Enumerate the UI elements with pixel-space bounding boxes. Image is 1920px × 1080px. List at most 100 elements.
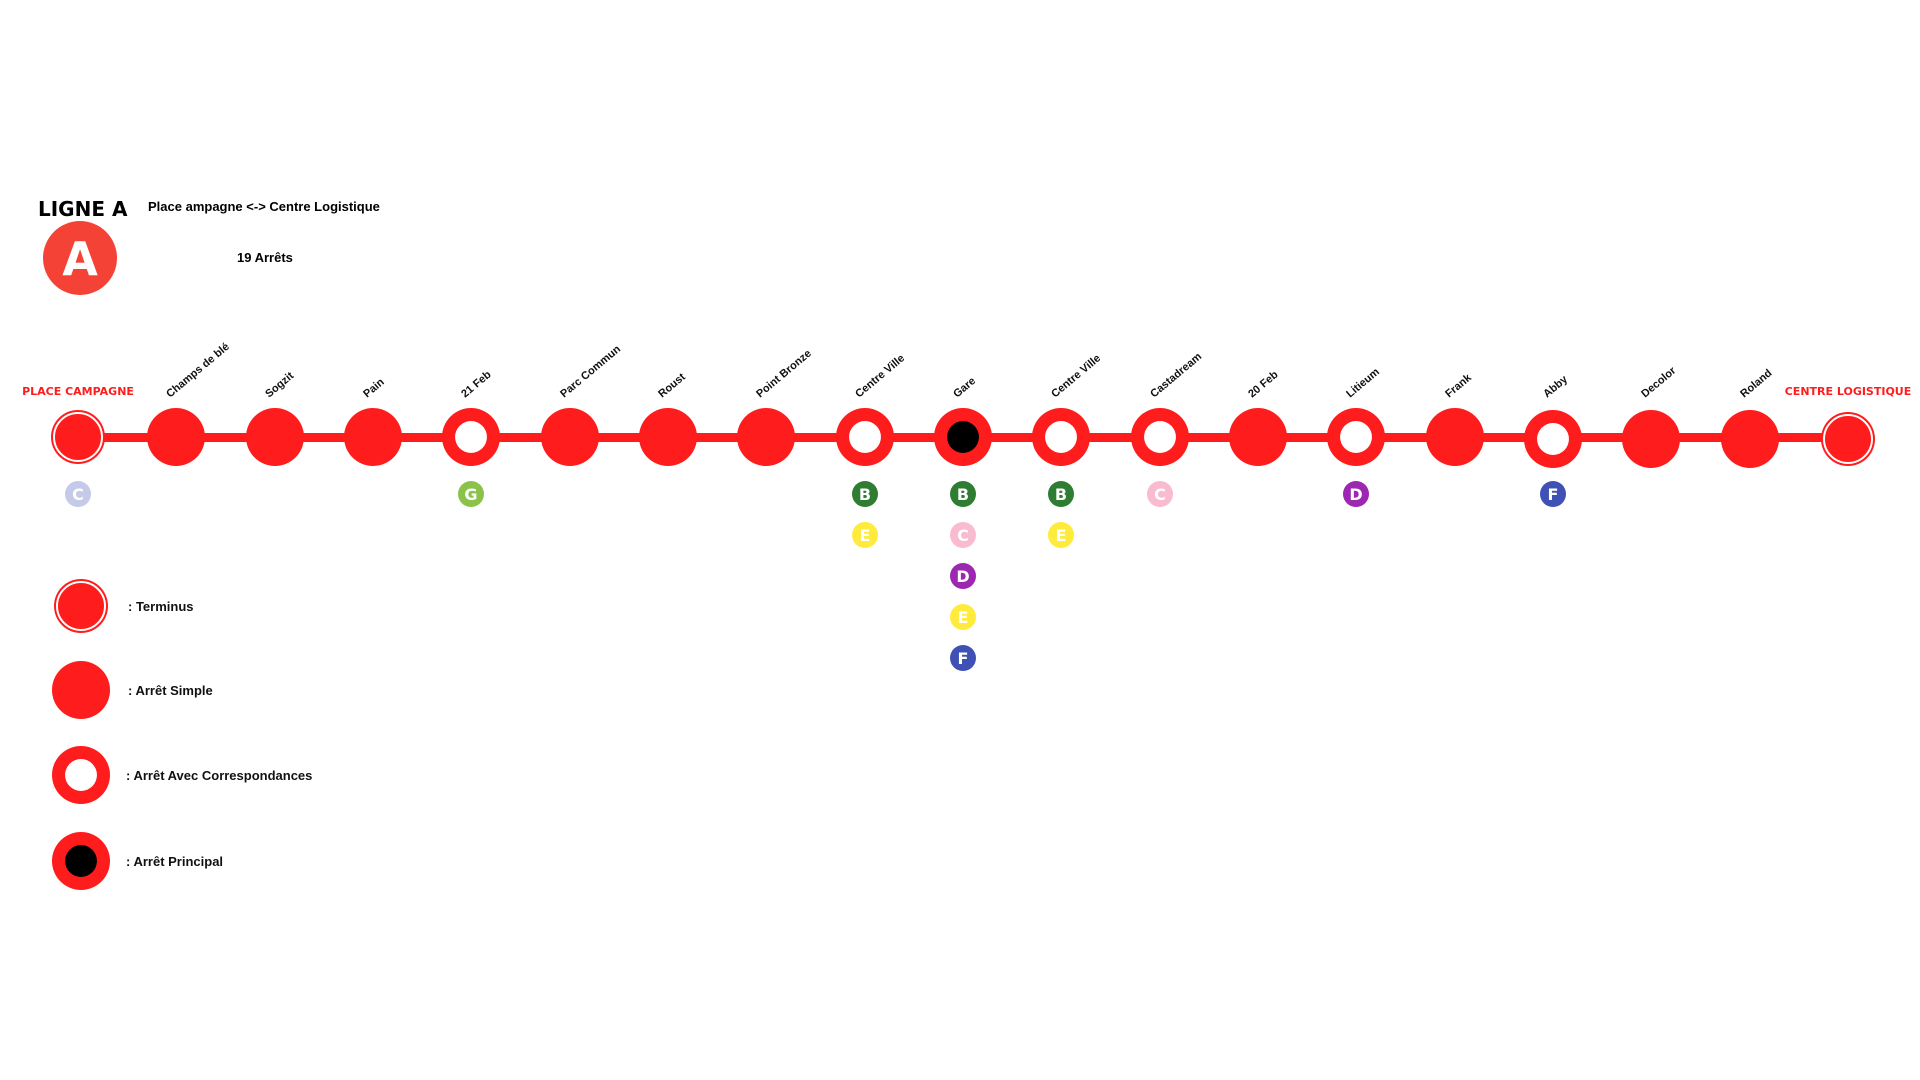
line-badge-circle [43, 221, 117, 295]
connection-badge-B[interactable]: B [1048, 481, 1074, 507]
connection-badge-E[interactable]: E [852, 522, 878, 548]
connection-badge-C[interactable]: C [950, 522, 976, 548]
legend-terminus-marker-outer [54, 579, 108, 633]
stop-14-marker-dot [1426, 408, 1484, 466]
stop-11-label: Castadream [1148, 350, 1204, 400]
stop-6[interactable]: Roust [639, 371, 697, 466]
stop-17-label: Roland [1738, 367, 1774, 400]
stop-11-marker-hole [1144, 421, 1176, 453]
legend-simple-label: : Arrêt Simple [128, 683, 213, 698]
connection-badge-F[interactable]: F [950, 645, 976, 671]
stop-12[interactable]: 20 Feb [1229, 369, 1287, 466]
stop-13[interactable]: Litieum D [1327, 366, 1385, 507]
legend: : Terminus : Arrêt Simple : Arrêt Avec Cor… [52, 579, 312, 890]
legend-item-correspondance: : Arrêt Avec Correspondances [52, 746, 312, 804]
connection-badge-C[interactable]: C [65, 481, 91, 507]
connection-badge-letter: C [1154, 485, 1166, 504]
stop-17[interactable]: Roland [1721, 367, 1779, 468]
connection-badge-letter: E [958, 608, 969, 627]
stop-0[interactable]: PLACE CAMPAGNE C [22, 385, 134, 507]
stop-18-marker-outer [1821, 412, 1875, 466]
legend-simple-marker-dot [52, 661, 110, 719]
legend-correspondance-marker-hole [65, 759, 97, 791]
connection-badge-circle [950, 604, 976, 630]
stop-2-marker-dot [246, 408, 304, 466]
stop-13-marker-hole [1340, 421, 1372, 453]
stop-4[interactable]: 21 Feb G [442, 369, 500, 507]
stop-5[interactable]: Parc Commun [541, 343, 623, 466]
legend-principal-marker-core [65, 845, 97, 877]
stop-7[interactable]: Point Bronze [737, 347, 814, 466]
connection-badge-B[interactable]: B [852, 481, 878, 507]
stop-3-marker-dot [344, 408, 402, 466]
stop-9[interactable]: Gare B C D E F [934, 375, 992, 671]
stop-8-label: Centre Ville [853, 352, 907, 400]
stop-15-marker-hole [1537, 423, 1569, 455]
connection-badge-letter: B [1055, 485, 1067, 504]
connection-badge-letter: E [860, 526, 871, 545]
connection-badge-C[interactable]: C [1147, 481, 1173, 507]
connection-badge-circle [1540, 481, 1566, 507]
stop-5-label: Parc Commun [558, 343, 623, 400]
legend-item-terminus: : Terminus [54, 579, 194, 633]
connection-badge-letter: G [464, 485, 477, 504]
connection-badge-circle [1048, 522, 1074, 548]
stop-3[interactable]: Pain [344, 376, 402, 466]
connection-badge-circle [458, 481, 484, 507]
line-badge-letter: A [62, 232, 98, 286]
stop-9-marker-core [947, 421, 979, 453]
connection-badge-letter: C [72, 485, 84, 504]
connection-badge-G[interactable]: G [458, 481, 484, 507]
stop-12-label: 20 Feb [1246, 369, 1281, 401]
route-text: Place ampagne <-> Centre Logistique [148, 199, 380, 214]
connection-badge-circle [1147, 481, 1173, 507]
connection-badge-D[interactable]: D [950, 563, 976, 589]
connection-badge-B[interactable]: B [950, 481, 976, 507]
stop-0-marker-ring [53, 412, 103, 462]
stop-5-marker-dot [541, 408, 599, 466]
stop-11[interactable]: Castadream C [1131, 350, 1204, 507]
stop-3-label: Pain [361, 376, 387, 400]
connection-badge-circle [1343, 481, 1369, 507]
stop-7-label: Point Bronze [754, 347, 814, 400]
connection-badge-F[interactable]: F [1540, 481, 1566, 507]
stop-10-marker-hole [1045, 421, 1077, 453]
legend-principal-label: : Arrêt Principal [126, 854, 223, 869]
stops-layer: PLACE CAMPAGNE C Champs de blé Sogzit Pain 21… [22, 341, 1911, 671]
connection-badge-E[interactable]: E [1048, 522, 1074, 548]
stop-16[interactable]: Decolor [1622, 364, 1680, 468]
stop-9-label: Gare [951, 375, 978, 400]
connection-badge-circle [852, 522, 878, 548]
stop-18-marker-ring [1823, 414, 1873, 464]
stop-10-label: Centre Ville [1049, 352, 1103, 400]
stop-1[interactable]: Champs de blé [147, 341, 232, 466]
connection-badge-letter: B [957, 485, 969, 504]
connection-badge-letter: F [1548, 485, 1559, 504]
stop-1-marker-dot [147, 408, 205, 466]
stop-15[interactable]: Abby F [1524, 373, 1582, 507]
connection-badge-letter: E [1056, 526, 1067, 545]
stop-14[interactable]: Frank [1426, 371, 1484, 466]
connection-badge-letter: F [958, 649, 969, 668]
stop-18[interactable]: CENTRE LOGISTIQUE [1785, 385, 1912, 466]
stop-count-text: 19 Arrêts [237, 250, 293, 265]
legend-item-simple: : Arrêt Simple [52, 661, 213, 719]
connection-badge-circle [65, 481, 91, 507]
stop-15-label: Abby [1541, 373, 1570, 400]
stop-16-label: Decolor [1639, 364, 1679, 400]
stop-0-marker-outer [51, 410, 105, 464]
stop-13-label: Litieum [1344, 366, 1382, 400]
stop-17-marker-dot [1721, 410, 1779, 468]
stop-8[interactable]: Centre Ville B E [836, 352, 907, 548]
stop-7-marker-dot [737, 408, 795, 466]
stop-18-label: CENTRE LOGISTIQUE [1785, 385, 1912, 398]
stop-2[interactable]: Sogzit [246, 370, 304, 466]
stop-16-marker-dot [1622, 410, 1680, 468]
stop-4-label: 21 Feb [459, 369, 494, 401]
stop-8-marker-hole [849, 421, 881, 453]
connection-badge-E[interactable]: E [950, 604, 976, 630]
connection-badge-D[interactable]: D [1343, 481, 1369, 507]
stop-2-label: Sogzit [263, 370, 296, 401]
stop-10[interactable]: Centre Ville B E [1032, 352, 1103, 548]
